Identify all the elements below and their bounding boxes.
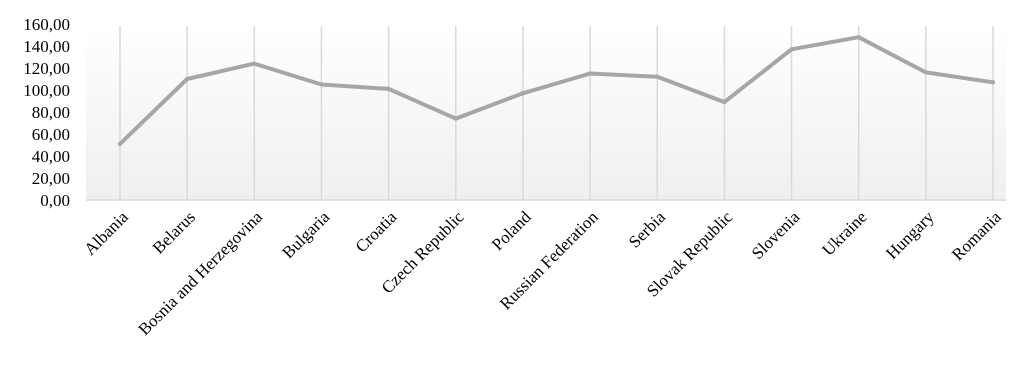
data-point: [118, 141, 122, 146]
x-tick-label: Ukraine: [818, 207, 870, 259]
data-point: [319, 82, 324, 87]
data-point: [453, 116, 458, 121]
y-tick-label: 20,00: [32, 169, 70, 188]
y-axis: 0,00 20,00 40,00 60,00 80,00 100,00 120,00 140,…: [23, 15, 70, 210]
y-tick-label: 120,00: [23, 59, 70, 78]
series-line: [118, 35, 995, 146]
y-tick-label: 80,00: [32, 103, 70, 122]
data-point: [252, 61, 257, 66]
y-tick-label: 40,00: [32, 147, 70, 166]
data-point: [520, 91, 525, 96]
series-group: [118, 35, 995, 146]
data-point: [185, 77, 190, 81]
data-point: [991, 80, 995, 85]
x-tick-label: Bosnia and Herzegovina: [135, 207, 267, 339]
y-tick-label: 60,00: [32, 125, 70, 144]
data-point: [588, 71, 593, 76]
y-tick-label: 0,00: [40, 191, 70, 210]
x-tick-label: Romania: [948, 207, 1005, 264]
plot-background: [86, 24, 1006, 200]
x-tick-label: Albania: [80, 207, 132, 259]
y-tick-label: 140,00: [23, 37, 70, 56]
x-tick-label: Hungary: [882, 207, 938, 263]
x-tick-label: Croatia: [352, 207, 401, 256]
gridlines: [86, 26, 1006, 201]
x-tick-label: Poland: [488, 207, 535, 254]
data-point: [789, 47, 794, 52]
data-point: [856, 35, 861, 40]
x-tick-label: Slovenia: [748, 207, 804, 263]
data-point: [655, 74, 660, 79]
data-point: [386, 86, 391, 91]
x-tick-label: Serbia: [625, 207, 669, 251]
x-tick-label: Bulgaria: [278, 207, 333, 262]
data-point: [923, 70, 928, 75]
x-tick-label: Belarus: [149, 207, 199, 257]
y-tick-label: 160,00: [23, 15, 70, 34]
data-point: [722, 100, 727, 105]
y-tick-label: 100,00: [23, 81, 70, 100]
